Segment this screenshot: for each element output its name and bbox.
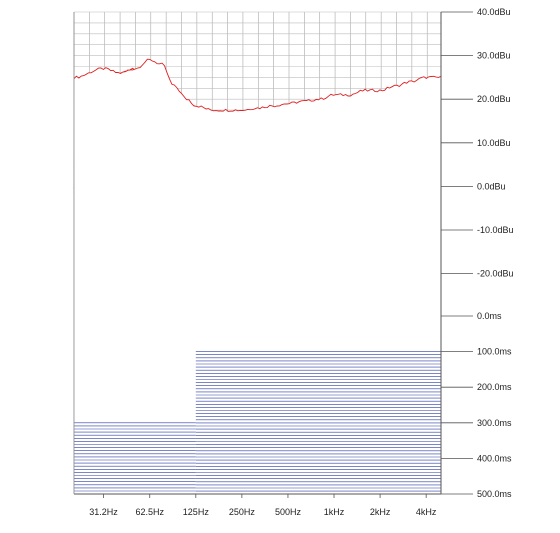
time-axis-labels: 0.0ms 100.0ms 200.0ms 300.0ms 400.0ms 500.0ms <box>441 311 512 499</box>
time-tick-label: 300.0ms <box>477 418 512 428</box>
level-tick-label: 30.0dBu <box>477 51 511 61</box>
x-tick-label: 62.5Hz <box>135 507 164 517</box>
level-tick-label: -10.0dBu <box>477 225 514 235</box>
time-tick-label: 0.0ms <box>477 311 502 321</box>
time-tick-label: 100.0ms <box>477 347 512 357</box>
waterfall-slice-mask <box>74 59 441 494</box>
waterfall-slice <box>73 58 442 112</box>
x-tick-label: 1kHz <box>324 507 345 517</box>
level-tick-label: 10.0dBu <box>477 138 511 148</box>
x-tick-label: 31.2Hz <box>89 507 118 517</box>
time-tick-label: 400.0ms <box>477 453 512 463</box>
x-tick-label: 500Hz <box>275 507 302 517</box>
x-tick-label: 2kHz <box>370 507 391 517</box>
time-tick-label: 500.0ms <box>477 489 512 499</box>
x-axis-labels: 31.2Hz 62.5Hz 125Hz 250Hz 500Hz 1kHz 2kHz 4kHz <box>89 494 437 517</box>
x-tick-label: 4kHz <box>416 507 437 517</box>
x-tick-label: 250Hz <box>229 507 256 517</box>
level-tick-label: 0.0dBu <box>477 181 506 191</box>
waterfall-slices <box>73 58 442 495</box>
level-tick-label: 20.0dBu <box>477 94 511 104</box>
level-axis-labels: 40.0dBu 30.0dBu 20.0dBu 10.0dBu 0.0dBu -10.0d… <box>441 7 514 279</box>
time-tick-label: 200.0ms <box>477 382 512 392</box>
x-tick-label: 125Hz <box>183 507 210 517</box>
level-tick-label: 40.0dBu <box>477 7 511 17</box>
level-tick-label: -20.0dBu <box>477 269 514 279</box>
